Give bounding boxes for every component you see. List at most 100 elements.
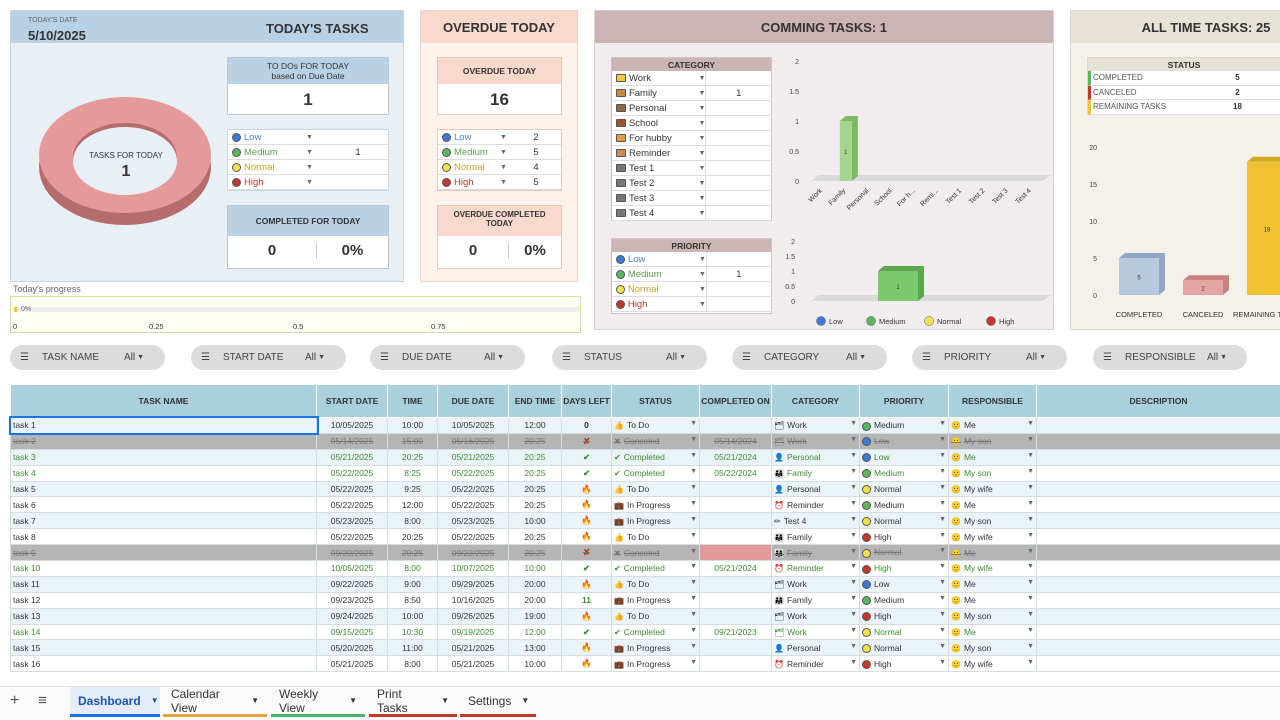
days-left-cell[interactable]: ✔ — [561, 560, 612, 577]
completed-on-cell[interactable] — [699, 496, 772, 514]
start-date-cell[interactable]: 09/24/2025 — [316, 607, 388, 625]
end-time-cell[interactable]: 20:25 — [508, 528, 562, 546]
due-date-cell[interactable]: 05/16/2025 — [437, 432, 509, 450]
category-row[interactable]: Work ▼ — [612, 70, 771, 86]
category-row[interactable]: School ▼ — [612, 115, 771, 131]
task-name-cell[interactable]: task 13 — [10, 607, 317, 625]
status-cell[interactable]: ✔ Completed ▼ — [611, 623, 700, 641]
category-cell[interactable]: 🗂 Work ▼ — [771, 623, 860, 641]
time-cell[interactable]: 20:25 — [387, 544, 438, 562]
time-cell[interactable]: 10:30 — [387, 623, 438, 641]
task-name-cell[interactable]: task 12 — [10, 591, 317, 609]
time-cell[interactable]: 15:00 — [387, 432, 438, 450]
category-row[interactable]: Family ▼ 1 — [612, 85, 771, 101]
start-date-cell[interactable]: 09/22/2025 — [316, 575, 388, 593]
filter-pill[interactable]: ☰ RESPONSIBLE All ▼ — [1093, 345, 1247, 370]
end-time-cell[interactable]: 12:00 — [508, 623, 562, 641]
responsible-cell[interactable]: 🙂 My son ▼ — [948, 607, 1037, 625]
end-time-cell[interactable]: 12:00 — [508, 417, 562, 434]
description-cell[interactable] — [1036, 528, 1280, 546]
overdue-priority-normal[interactable]: Normal ▼ 4 — [438, 160, 561, 175]
time-cell[interactable]: 11:00 — [387, 639, 438, 657]
days-left-cell[interactable]: 🔥 — [561, 496, 612, 514]
column-header[interactable]: START DATE — [316, 384, 388, 418]
all-sheets-icon[interactable]: ≡ — [38, 692, 47, 709]
end-time-cell[interactable]: 10:00 — [508, 655, 562, 673]
responsible-cell[interactable]: 🙂 My son ▼ — [948, 512, 1037, 530]
tab-calendar-view[interactable]: Calendar View ▼ — [163, 687, 267, 717]
description-cell[interactable] — [1036, 623, 1280, 641]
due-date-cell[interactable]: 05/21/2025 — [437, 448, 509, 466]
completed-on-cell[interactable] — [699, 528, 772, 546]
status-cell[interactable]: 💼 In Progress ▼ — [611, 591, 700, 609]
completed-on-cell[interactable] — [699, 607, 772, 625]
add-sheet-icon[interactable]: + — [10, 692, 20, 709]
start-date-cell[interactable]: 05/20/2025 — [316, 639, 388, 657]
priority-cell[interactable]: Low ▼ — [859, 448, 949, 466]
priority-cell[interactable]: Low ▼ — [859, 575, 949, 593]
status-cell[interactable]: ✖ Canceled ▼ — [611, 432, 700, 450]
priority-row[interactable]: High ▼ — [612, 296, 771, 312]
days-left-cell[interactable]: 🔥 — [561, 512, 612, 530]
time-cell[interactable]: 20:25 — [387, 448, 438, 466]
status-cell[interactable]: 👍 To Do ▼ — [611, 575, 700, 593]
status-cell[interactable]: 💼 In Progress ▼ — [611, 496, 700, 514]
completed-on-cell[interactable]: 09/21/2023 — [699, 623, 772, 641]
status-cell[interactable]: 👍 To Do ▼ — [611, 528, 700, 546]
tab-print-tasks[interactable]: Print Tasks ▼ — [369, 687, 457, 717]
end-time-cell[interactable]: 10:00 — [508, 560, 562, 577]
responsible-cell[interactable]: 🙂 My wife ▼ — [948, 480, 1037, 498]
time-cell[interactable]: 10:00 — [387, 417, 438, 434]
overdue-priority-low[interactable]: Low ▼ 2 — [438, 130, 561, 145]
status-cell[interactable]: 👍 To Do ▼ — [611, 417, 700, 434]
priority-cell[interactable]: Medium ▼ — [859, 496, 949, 514]
column-header[interactable]: DAYS LEFT — [561, 384, 612, 418]
task-name-cell[interactable]: task 9 — [10, 544, 317, 562]
priority-cell[interactable]: Medium ▼ — [859, 591, 949, 609]
days-left-cell[interactable]: ✘ — [561, 544, 612, 562]
completed-on-cell[interactable]: 05/21/2024 — [699, 448, 772, 466]
category-row[interactable]: For hubby ▼ — [612, 130, 771, 146]
due-date-cell[interactable]: 09/26/2025 — [437, 607, 509, 625]
description-cell[interactable] — [1036, 591, 1280, 609]
due-date-cell[interactable]: 09/22/2025 — [437, 544, 509, 562]
end-time-cell[interactable]: 20:25 — [508, 480, 562, 498]
category-row[interactable]: Test 1 ▼ — [612, 160, 771, 176]
completed-on-cell[interactable] — [699, 591, 772, 609]
category-row[interactable]: Reminder ▼ — [612, 145, 771, 161]
column-header[interactable]: END TIME — [508, 384, 562, 418]
tab-dashboard[interactable]: Dashboard ▼ — [70, 687, 160, 717]
due-date-cell[interactable]: 09/29/2025 — [437, 575, 509, 593]
days-left-cell[interactable]: 🔥 — [561, 575, 612, 593]
task-name-cell[interactable]: task 2 — [10, 432, 317, 450]
end-time-cell[interactable]: 20:25 — [508, 544, 562, 562]
column-header[interactable]: TIME — [387, 384, 438, 418]
task-name-cell[interactable]: task 14 — [10, 623, 317, 641]
task-name-cell[interactable]: task 11 — [10, 575, 317, 593]
completed-on-cell[interactable]: 05/14/2024 — [699, 432, 772, 450]
responsible-cell[interactable]: 🙂 Me ▼ — [948, 544, 1037, 562]
task-name-cell[interactable]: task 15 — [10, 639, 317, 657]
description-cell[interactable] — [1036, 496, 1280, 514]
table-row[interactable]: task 5 05/22/2025 9:25 05/22/2025 20:25 🔥 👍 To … — [10, 480, 1280, 498]
priority-cell[interactable]: Normal ▼ — [859, 623, 949, 641]
due-date-cell[interactable]: 05/22/2025 — [437, 528, 509, 546]
column-header[interactable]: DUE DATE — [437, 384, 509, 418]
table-row[interactable]: task 15 05/20/2025 11:00 05/21/2025 13:00 🔥 💼 I… — [10, 639, 1280, 657]
start-date-cell[interactable]: 10/05/2025 — [316, 417, 388, 434]
task-name-cell[interactable]: task 1 — [8, 415, 319, 436]
column-header[interactable]: TASK NAME — [10, 384, 317, 418]
status-cell[interactable]: 💼 In Progress ▼ — [611, 639, 700, 657]
category-cell[interactable]: 👤 Personal ▼ — [771, 448, 860, 466]
column-header[interactable]: COMPLETED ON — [699, 384, 772, 418]
completed-on-cell[interactable] — [699, 639, 772, 657]
completed-on-cell[interactable] — [699, 480, 772, 498]
completed-on-cell[interactable]: 05/21/2024 — [699, 560, 772, 577]
time-cell[interactable]: 8:00 — [387, 655, 438, 673]
description-cell[interactable] — [1036, 432, 1280, 450]
completed-on-cell[interactable] — [699, 544, 772, 562]
time-cell[interactable]: 8:25 — [387, 464, 438, 482]
task-name-cell[interactable]: task 7 — [10, 512, 317, 530]
task-name-cell[interactable]: task 8 — [10, 528, 317, 546]
start-date-cell[interactable]: 05/14/2025 — [316, 432, 388, 450]
